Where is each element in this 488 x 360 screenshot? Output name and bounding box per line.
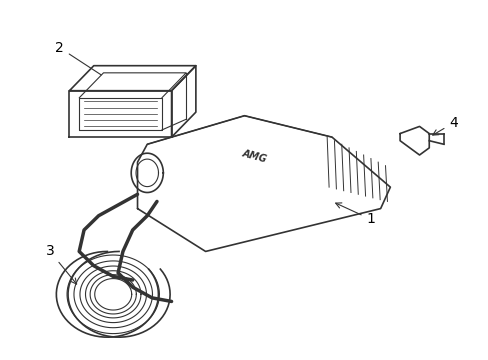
Text: 1: 1 [335,203,375,226]
Text: AMG: AMG [240,149,267,165]
Text: 3: 3 [45,244,77,284]
Text: 4: 4 [432,116,457,135]
Text: 2: 2 [55,41,101,75]
